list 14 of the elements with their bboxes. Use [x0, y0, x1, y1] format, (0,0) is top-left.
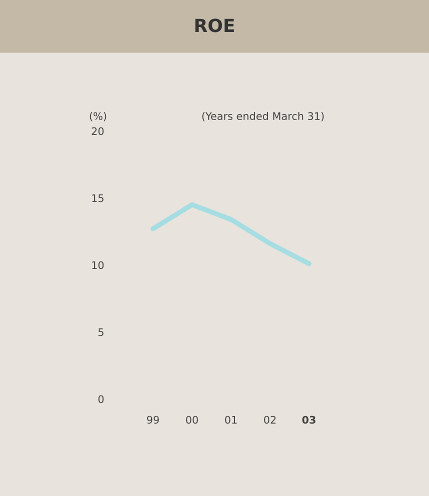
x-tick-label: 99: [147, 416, 159, 424]
line-series: [150, 202, 312, 266]
y-tick-label: 10: [92, 261, 104, 270]
x-tick-label: 03: [302, 416, 316, 424]
y-tick-label: 0: [98, 395, 104, 404]
chart-title: ROE: [195, 18, 234, 32]
y-axis-title: (%): [90, 112, 106, 122]
y-tick-label: 5: [98, 328, 104, 336]
x-tick-label: 02: [264, 416, 276, 424]
y-tick-label: 20: [92, 127, 104, 136]
text: (Years ended March 31): [202, 112, 324, 122]
x-tick-label: 00: [186, 416, 198, 424]
x-tick-label: 01: [225, 416, 237, 424]
y-tick-label: 15: [92, 194, 104, 202]
